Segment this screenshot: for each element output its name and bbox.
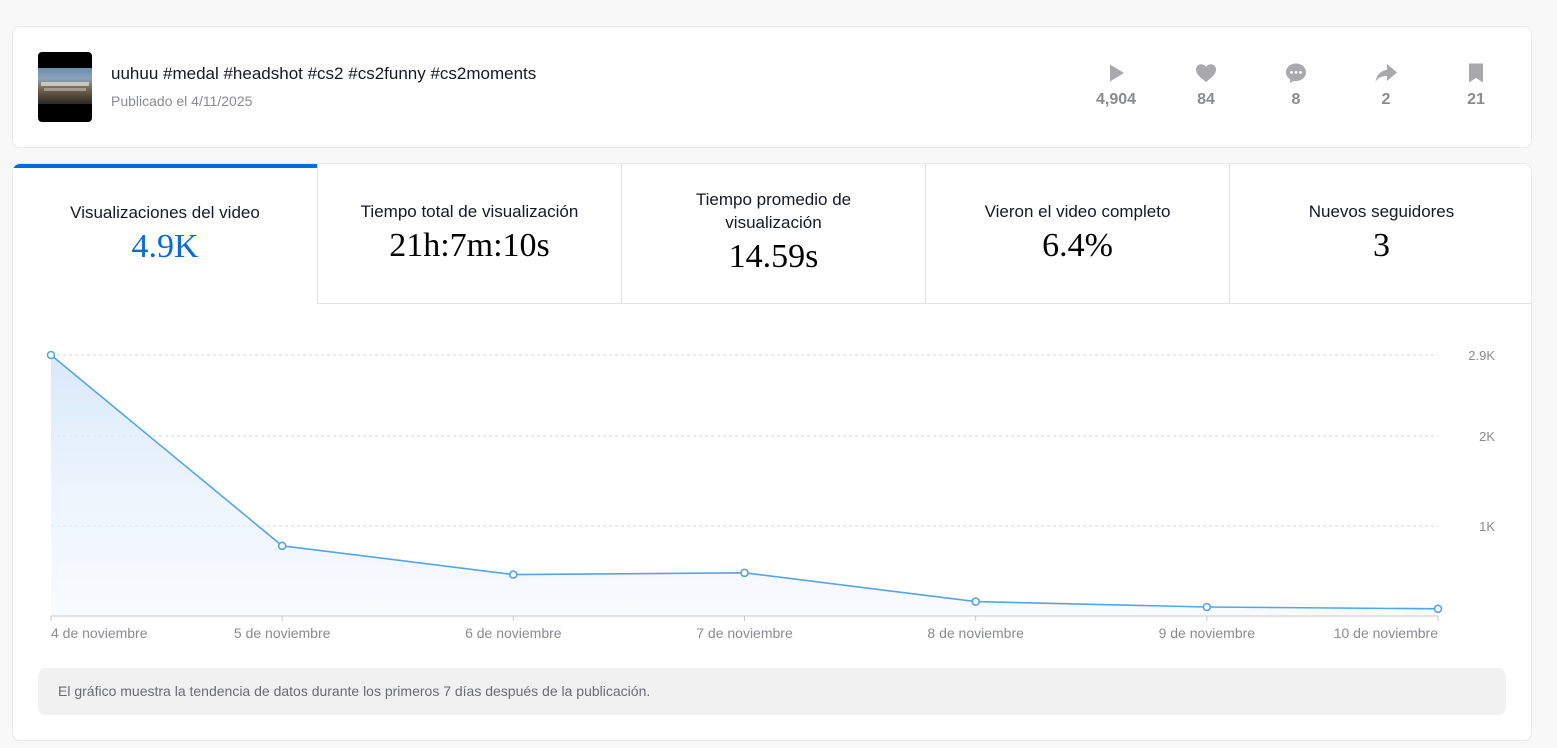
- thumbnail-scene: [38, 68, 92, 104]
- comment-icon: [1286, 63, 1306, 83]
- video-title: uuhuu #medal #headshot #cs2 #cs2funny #c…: [111, 64, 537, 83]
- y-tick-label: 2K: [1479, 429, 1495, 444]
- x-tick-label: 8 de noviembre: [927, 625, 1024, 641]
- video-thumbnail[interactable]: [38, 52, 92, 122]
- thumbnail-caption-line: [44, 88, 86, 91]
- play-icon: [1110, 64, 1124, 82]
- chart-data-point[interactable]: [46, 350, 56, 360]
- tab-new-followers-label: Nuevos seguidores: [1308, 202, 1455, 221]
- tab-watched-full-video-label: Vieron el video completo: [984, 202, 1171, 221]
- thumbnail-caption-line: [41, 82, 89, 86]
- x-tick-label: 9 de noviembre: [1159, 625, 1256, 641]
- chart-note: El gráfico muestra la tendencia de datos…: [38, 668, 1506, 715]
- chart-data-point[interactable]: [1433, 604, 1443, 614]
- x-tick-label: 4 de noviembre: [51, 625, 148, 641]
- bookmark-icon: [1469, 63, 1483, 83]
- chart-data-point[interactable]: [509, 570, 518, 579]
- tab-new-followers-value: 3: [1373, 227, 1390, 264]
- video-publish-date: Publicado el 4/11/2025: [111, 93, 253, 109]
- chart-area-fill: [51, 355, 1438, 616]
- chart-data-point[interactable]: [277, 541, 287, 551]
- tab-video-views-label: Visualizaciones del video: [70, 203, 260, 222]
- x-tick-label: 10 de noviembre: [1334, 625, 1439, 641]
- x-tick-label: 6 de noviembre: [465, 625, 562, 641]
- stat-comments-value: 8: [1291, 91, 1301, 108]
- tab-average-watch-time-value: 14.59s: [728, 238, 819, 275]
- tab-video-views[interactable]: Visualizaciones del video 4.9K: [13, 164, 317, 304]
- tab-total-watch-time-label: Tiempo total de visualización: [360, 202, 579, 221]
- tab-total-watch-time-value: 21h:7m:10s: [389, 227, 550, 264]
- analytics-card: Visualizaciones del video 4.9K Tiempo to…: [12, 163, 1532, 741]
- share-icon: [1375, 64, 1397, 82]
- tab-total-watch-time[interactable]: Tiempo total de visualización 21h:7m:10s: [317, 164, 621, 304]
- y-tick-label: 1K: [1479, 519, 1495, 534]
- y-tick-label: 2.9K: [1468, 348, 1495, 363]
- stat-likes-value: 84: [1197, 91, 1215, 108]
- stat-views: 4,904: [1086, 61, 1146, 109]
- stat-saves-value: 21: [1467, 91, 1485, 108]
- stat-saves: 21: [1446, 61, 1506, 109]
- video-summary-card: uuhuu #medal #headshot #cs2 #cs2funny #c…: [12, 26, 1532, 148]
- chart-data-point[interactable]: [1202, 602, 1212, 612]
- tab-video-views-value: 4.9K: [131, 228, 199, 265]
- metric-tabs: Visualizaciones del video 4.9K Tiempo to…: [13, 164, 1531, 304]
- stat-likes: 84: [1176, 61, 1236, 109]
- tab-average-watch-time[interactable]: Tiempo promedio de visualización 14.59s: [621, 164, 925, 304]
- stat-comments: 8: [1266, 61, 1326, 109]
- stat-shares: 2: [1356, 61, 1416, 109]
- x-tick-label: 5 de noviembre: [234, 625, 331, 641]
- tab-watched-full-video-value: 6.4%: [1042, 227, 1113, 264]
- tab-average-watch-time-label: Tiempo promedio de visualización: [695, 190, 852, 232]
- heart-icon: [1196, 64, 1216, 82]
- stat-shares-value: 2: [1381, 91, 1391, 108]
- views-trend-chart: 4 de noviembre 5 de noviembre 6 de noviemb…: [46, 348, 1495, 641]
- x-tick-label: 7 de noviembre: [696, 625, 793, 641]
- stat-views-value: 4,904: [1095, 91, 1137, 108]
- tab-watched-full-video[interactable]: Vieron el video completo 6.4%: [925, 164, 1229, 304]
- chart-data-point[interactable]: [971, 597, 980, 606]
- chart-data-point[interactable]: [740, 568, 749, 578]
- tab-new-followers[interactable]: Nuevos seguidores 3: [1229, 164, 1531, 304]
